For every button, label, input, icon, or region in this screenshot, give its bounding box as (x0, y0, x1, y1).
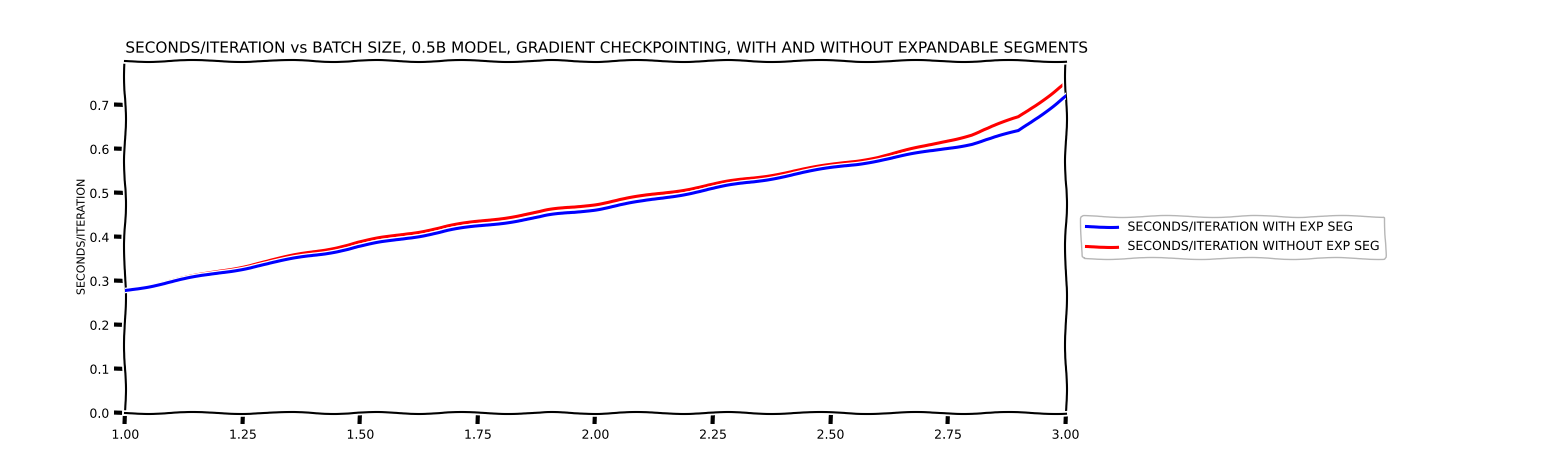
SECONDS/ITERATION WITH EXP SEG (163, 279, 182, 285)
SECONDS/ITERATION WITHOUT EXP SEG (163, 278, 182, 284)
Line: SECONDS/ITERATION WITHOUT EXP SEG: SECONDS/ITERATION WITHOUT EXP SEG (125, 83, 1066, 290)
SECONDS/ITERATION WITHOUT EXP SEG (492, 215, 511, 221)
SECONDS/ITERATION WITH EXP SEG (821, 166, 840, 171)
SECONDS/ITERATION WITH EXP SEG (351, 244, 370, 250)
Line: SECONDS/ITERATION WITH EXP SEG: SECONDS/ITERATION WITH EXP SEG (125, 96, 1066, 290)
SECONDS/ITERATION WITH EXP SEG (257, 261, 276, 267)
Text: SECONDS/ITERATION vs BATCH SIZE, 0.5B MODEL, GRADIENT CHECKPOINTING, WITH AND WI: SECONDS/ITERATION vs BATCH SIZE, 0.5B MO… (125, 41, 1087, 56)
Legend: SECONDS/ITERATION WITH EXP SEG, SECONDS/ITERATION WITHOUT EXP SEG: SECONDS/ITERATION WITH EXP SEG, SECONDS/… (1081, 216, 1385, 258)
SECONDS/ITERATION WITHOUT EXP SEG (304, 249, 323, 255)
SECONDS/ITERATION WITH EXP SEG (1056, 93, 1075, 99)
SECONDS/ITERATION WITHOUT EXP SEG (445, 223, 464, 228)
SECONDS/ITERATION WITHOUT EXP SEG (821, 162, 840, 168)
SECONDS/ITERATION WITHOUT EXP SEG (586, 201, 605, 207)
SECONDS/ITERATION WITHOUT EXP SEG (116, 287, 135, 293)
SECONDS/ITERATION WITHOUT EXP SEG (351, 239, 370, 245)
SECONDS/ITERATION WITHOUT EXP SEG (868, 154, 887, 159)
SECONDS/ITERATION WITHOUT EXP SEG (915, 144, 934, 150)
SECONDS/ITERATION WITH EXP SEG (398, 235, 417, 241)
SECONDS/ITERATION WITHOUT EXP SEG (680, 186, 699, 191)
SECONDS/ITERATION WITHOUT EXP SEG (257, 259, 276, 265)
SECONDS/ITERATION WITH EXP SEG (539, 213, 558, 219)
SECONDS/ITERATION WITH EXP SEG (633, 199, 652, 204)
Y-axis label: SECONDS/ITERATION: SECONDS/ITERATION (77, 179, 86, 295)
SECONDS/ITERATION WITH EXP SEG (774, 174, 793, 179)
SECONDS/ITERATION WITHOUT EXP SEG (962, 132, 981, 137)
SECONDS/ITERATION WITHOUT EXP SEG (633, 194, 652, 199)
SECONDS/ITERATION WITHOUT EXP SEG (539, 208, 558, 213)
SECONDS/ITERATION WITHOUT EXP SEG (774, 170, 793, 175)
SECONDS/ITERATION WITH EXP SEG (445, 227, 464, 233)
SECONDS/ITERATION WITH EXP SEG (210, 270, 229, 276)
SECONDS/ITERATION WITH EXP SEG (492, 220, 511, 226)
SECONDS/ITERATION WITH EXP SEG (915, 150, 934, 155)
SECONDS/ITERATION WITH EXP SEG (868, 158, 887, 163)
SECONDS/ITERATION WITH EXP SEG (680, 190, 699, 196)
SECONDS/ITERATION WITH EXP SEG (727, 182, 746, 187)
SECONDS/ITERATION WITH EXP SEG (1009, 129, 1028, 134)
SECONDS/ITERATION WITHOUT EXP SEG (727, 178, 746, 183)
SECONDS/ITERATION WITH EXP SEG (304, 252, 323, 258)
SECONDS/ITERATION WITHOUT EXP SEG (1009, 114, 1028, 120)
SECONDS/ITERATION WITH EXP SEG (586, 206, 605, 212)
SECONDS/ITERATION WITHOUT EXP SEG (398, 231, 417, 236)
SECONDS/ITERATION WITH EXP SEG (962, 141, 981, 146)
SECONDS/ITERATION WITHOUT EXP SEG (1056, 80, 1075, 86)
SECONDS/ITERATION WITH EXP SEG (116, 287, 135, 293)
SECONDS/ITERATION WITHOUT EXP SEG (210, 268, 229, 274)
